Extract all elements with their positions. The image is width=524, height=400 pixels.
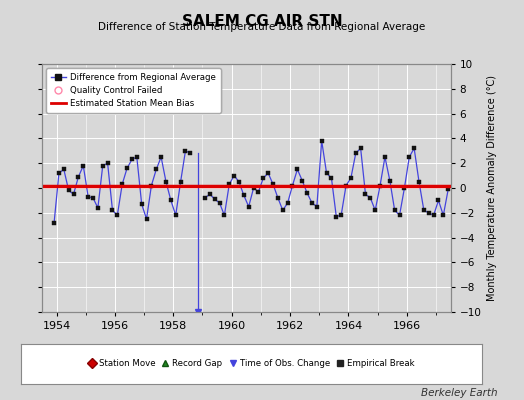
Legend: Difference from Regional Average, Quality Control Failed, Estimated Station Mean: Difference from Regional Average, Qualit… [46, 68, 221, 112]
Y-axis label: Monthly Temperature Anomaly Difference (°C): Monthly Temperature Anomaly Difference (… [487, 75, 497, 301]
Text: Berkeley Earth: Berkeley Earth [421, 388, 498, 398]
Legend: Station Move, Record Gap, Time of Obs. Change, Empirical Break: Station Move, Record Gap, Time of Obs. C… [85, 357, 418, 371]
Text: SALEM CG AIR STN: SALEM CG AIR STN [182, 14, 342, 29]
Text: Difference of Station Temperature Data from Regional Average: Difference of Station Temperature Data f… [99, 22, 425, 32]
